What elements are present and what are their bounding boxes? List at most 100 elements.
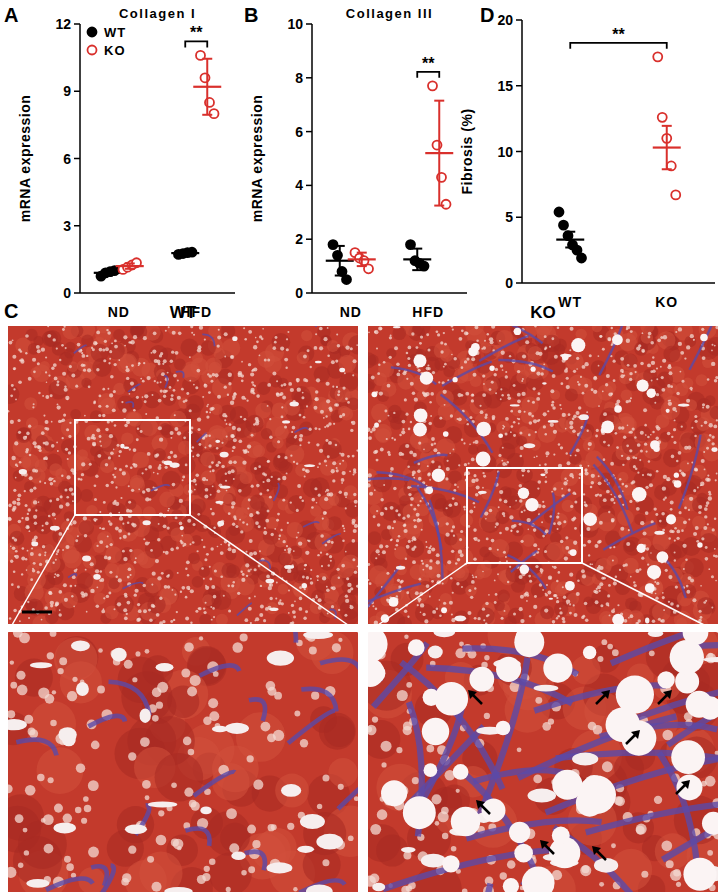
speckle [227, 394, 229, 396]
speckle [62, 372, 66, 376]
speckle [91, 741, 100, 750]
cell [199, 614, 212, 624]
speckle [168, 574, 170, 576]
speckle [262, 328, 264, 330]
speckle [204, 339, 206, 341]
cell [220, 823, 250, 853]
speckle [170, 451, 173, 454]
speckle [212, 485, 214, 487]
speckle [129, 393, 131, 395]
speckle [126, 613, 128, 615]
cell [338, 355, 356, 373]
speckle [304, 568, 306, 570]
speckle [25, 517, 29, 521]
speckle [28, 424, 31, 427]
speckle [158, 426, 162, 430]
speckle [10, 660, 14, 664]
speckle [226, 423, 228, 425]
speckle [97, 454, 101, 458]
speckle [159, 438, 163, 442]
speckle [315, 427, 318, 430]
speckle [231, 434, 235, 438]
speckle [18, 380, 22, 384]
speckle [290, 388, 294, 392]
speckle [344, 492, 348, 496]
speckle [337, 344, 341, 348]
cell [26, 564, 39, 577]
speckle [241, 379, 244, 382]
speckle [27, 513, 29, 515]
cell [296, 632, 335, 660]
cell [130, 549, 145, 564]
speckle [218, 329, 220, 331]
speckle [338, 390, 341, 393]
cell [153, 448, 166, 461]
speckle [74, 585, 76, 587]
speckle [135, 557, 137, 559]
speckle [107, 535, 109, 537]
cell [8, 385, 19, 404]
speckle [168, 326, 170, 328]
speckle [185, 568, 187, 570]
x-axis [312, 292, 467, 294]
collagen-streak [151, 485, 170, 491]
speckle [335, 444, 338, 447]
speckle [221, 465, 225, 469]
speckle [212, 607, 215, 610]
speckle [260, 604, 264, 608]
speckle [98, 405, 101, 408]
cell [340, 407, 353, 420]
speckle [29, 476, 33, 480]
speckle [261, 722, 271, 732]
cell [81, 335, 94, 348]
speckle [231, 584, 234, 587]
speckle [35, 469, 39, 473]
speckle [120, 497, 122, 499]
speckle [238, 439, 242, 443]
speckle [163, 390, 167, 394]
speckle [325, 512, 327, 514]
speckle [163, 359, 167, 363]
speckle [61, 474, 63, 476]
speckle [351, 421, 353, 423]
speckle [197, 513, 200, 516]
cell [191, 499, 206, 514]
speckle [46, 381, 48, 383]
speckle [58, 590, 62, 594]
speckle [31, 547, 33, 549]
speckle [228, 545, 230, 547]
speckle [319, 463, 321, 465]
cell [16, 427, 32, 443]
speckle [310, 581, 314, 585]
speckle [72, 677, 77, 682]
cell [263, 529, 279, 545]
speckle [13, 609, 16, 612]
speckle [329, 555, 332, 558]
speckle [343, 530, 345, 532]
cell [149, 345, 168, 364]
speckle [63, 814, 72, 823]
speckle [111, 481, 114, 484]
speckle [256, 511, 259, 514]
speckle [232, 642, 242, 652]
speckle [310, 578, 312, 580]
speckle [235, 525, 238, 528]
speckle [122, 408, 126, 412]
cell [278, 499, 290, 511]
speckle [204, 494, 208, 498]
speckle [336, 469, 339, 472]
speckle [43, 814, 54, 825]
speckle [171, 838, 179, 846]
speckle [152, 394, 154, 396]
speckle [211, 512, 215, 516]
speckle [144, 394, 148, 398]
speckle [327, 613, 329, 615]
speckle [108, 592, 111, 595]
speckle [169, 386, 172, 389]
speckle [96, 331, 100, 335]
speckle [251, 485, 254, 488]
speckle [60, 495, 63, 498]
speckle [198, 607, 201, 610]
error-cap [125, 268, 135, 270]
speckle [122, 471, 126, 475]
